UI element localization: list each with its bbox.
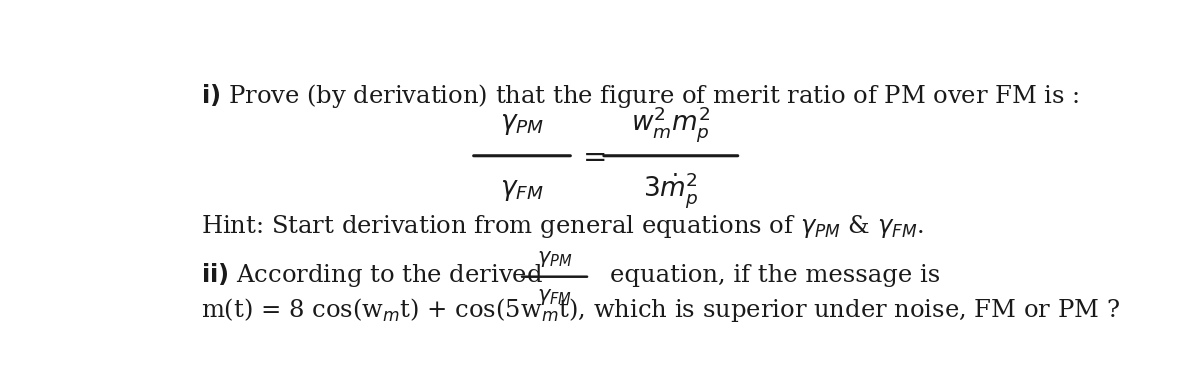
Text: $\gamma_{PM}$: $\gamma_{PM}$ [500, 111, 544, 137]
Text: $\gamma_{PM}$: $\gamma_{PM}$ [536, 249, 572, 269]
Text: $w_m^2 m_p^2$: $w_m^2 m_p^2$ [631, 104, 710, 144]
Text: $\gamma_{FM}$: $\gamma_{FM}$ [500, 178, 544, 203]
Text: $\bf{ii)}$ According to the derived: $\bf{ii)}$ According to the derived [202, 261, 544, 289]
Text: m(t) = 8 cos(w$_m$t) + cos(5w$_m$t), which is superior under noise, FM or PM ?: m(t) = 8 cos(w$_m$t) + cos(5w$_m$t), whi… [202, 296, 1120, 324]
Text: equation, if the message is: equation, if the message is [611, 264, 941, 287]
Text: $=$: $=$ [577, 142, 606, 170]
Text: $\gamma_{FM}$: $\gamma_{FM}$ [538, 287, 572, 307]
Text: $3\dot{m}_p^2$: $3\dot{m}_p^2$ [643, 171, 698, 210]
Text: Hint: Start derivation from general equations of $\gamma_{PM}$ & $\gamma_{FM}$.: Hint: Start derivation from general equa… [202, 213, 924, 240]
Text: $\bf{i)}$ Prove (by derivation) that the figure of merit ratio of PM over FM is : $\bf{i)}$ Prove (by derivation) that the… [202, 82, 1080, 110]
